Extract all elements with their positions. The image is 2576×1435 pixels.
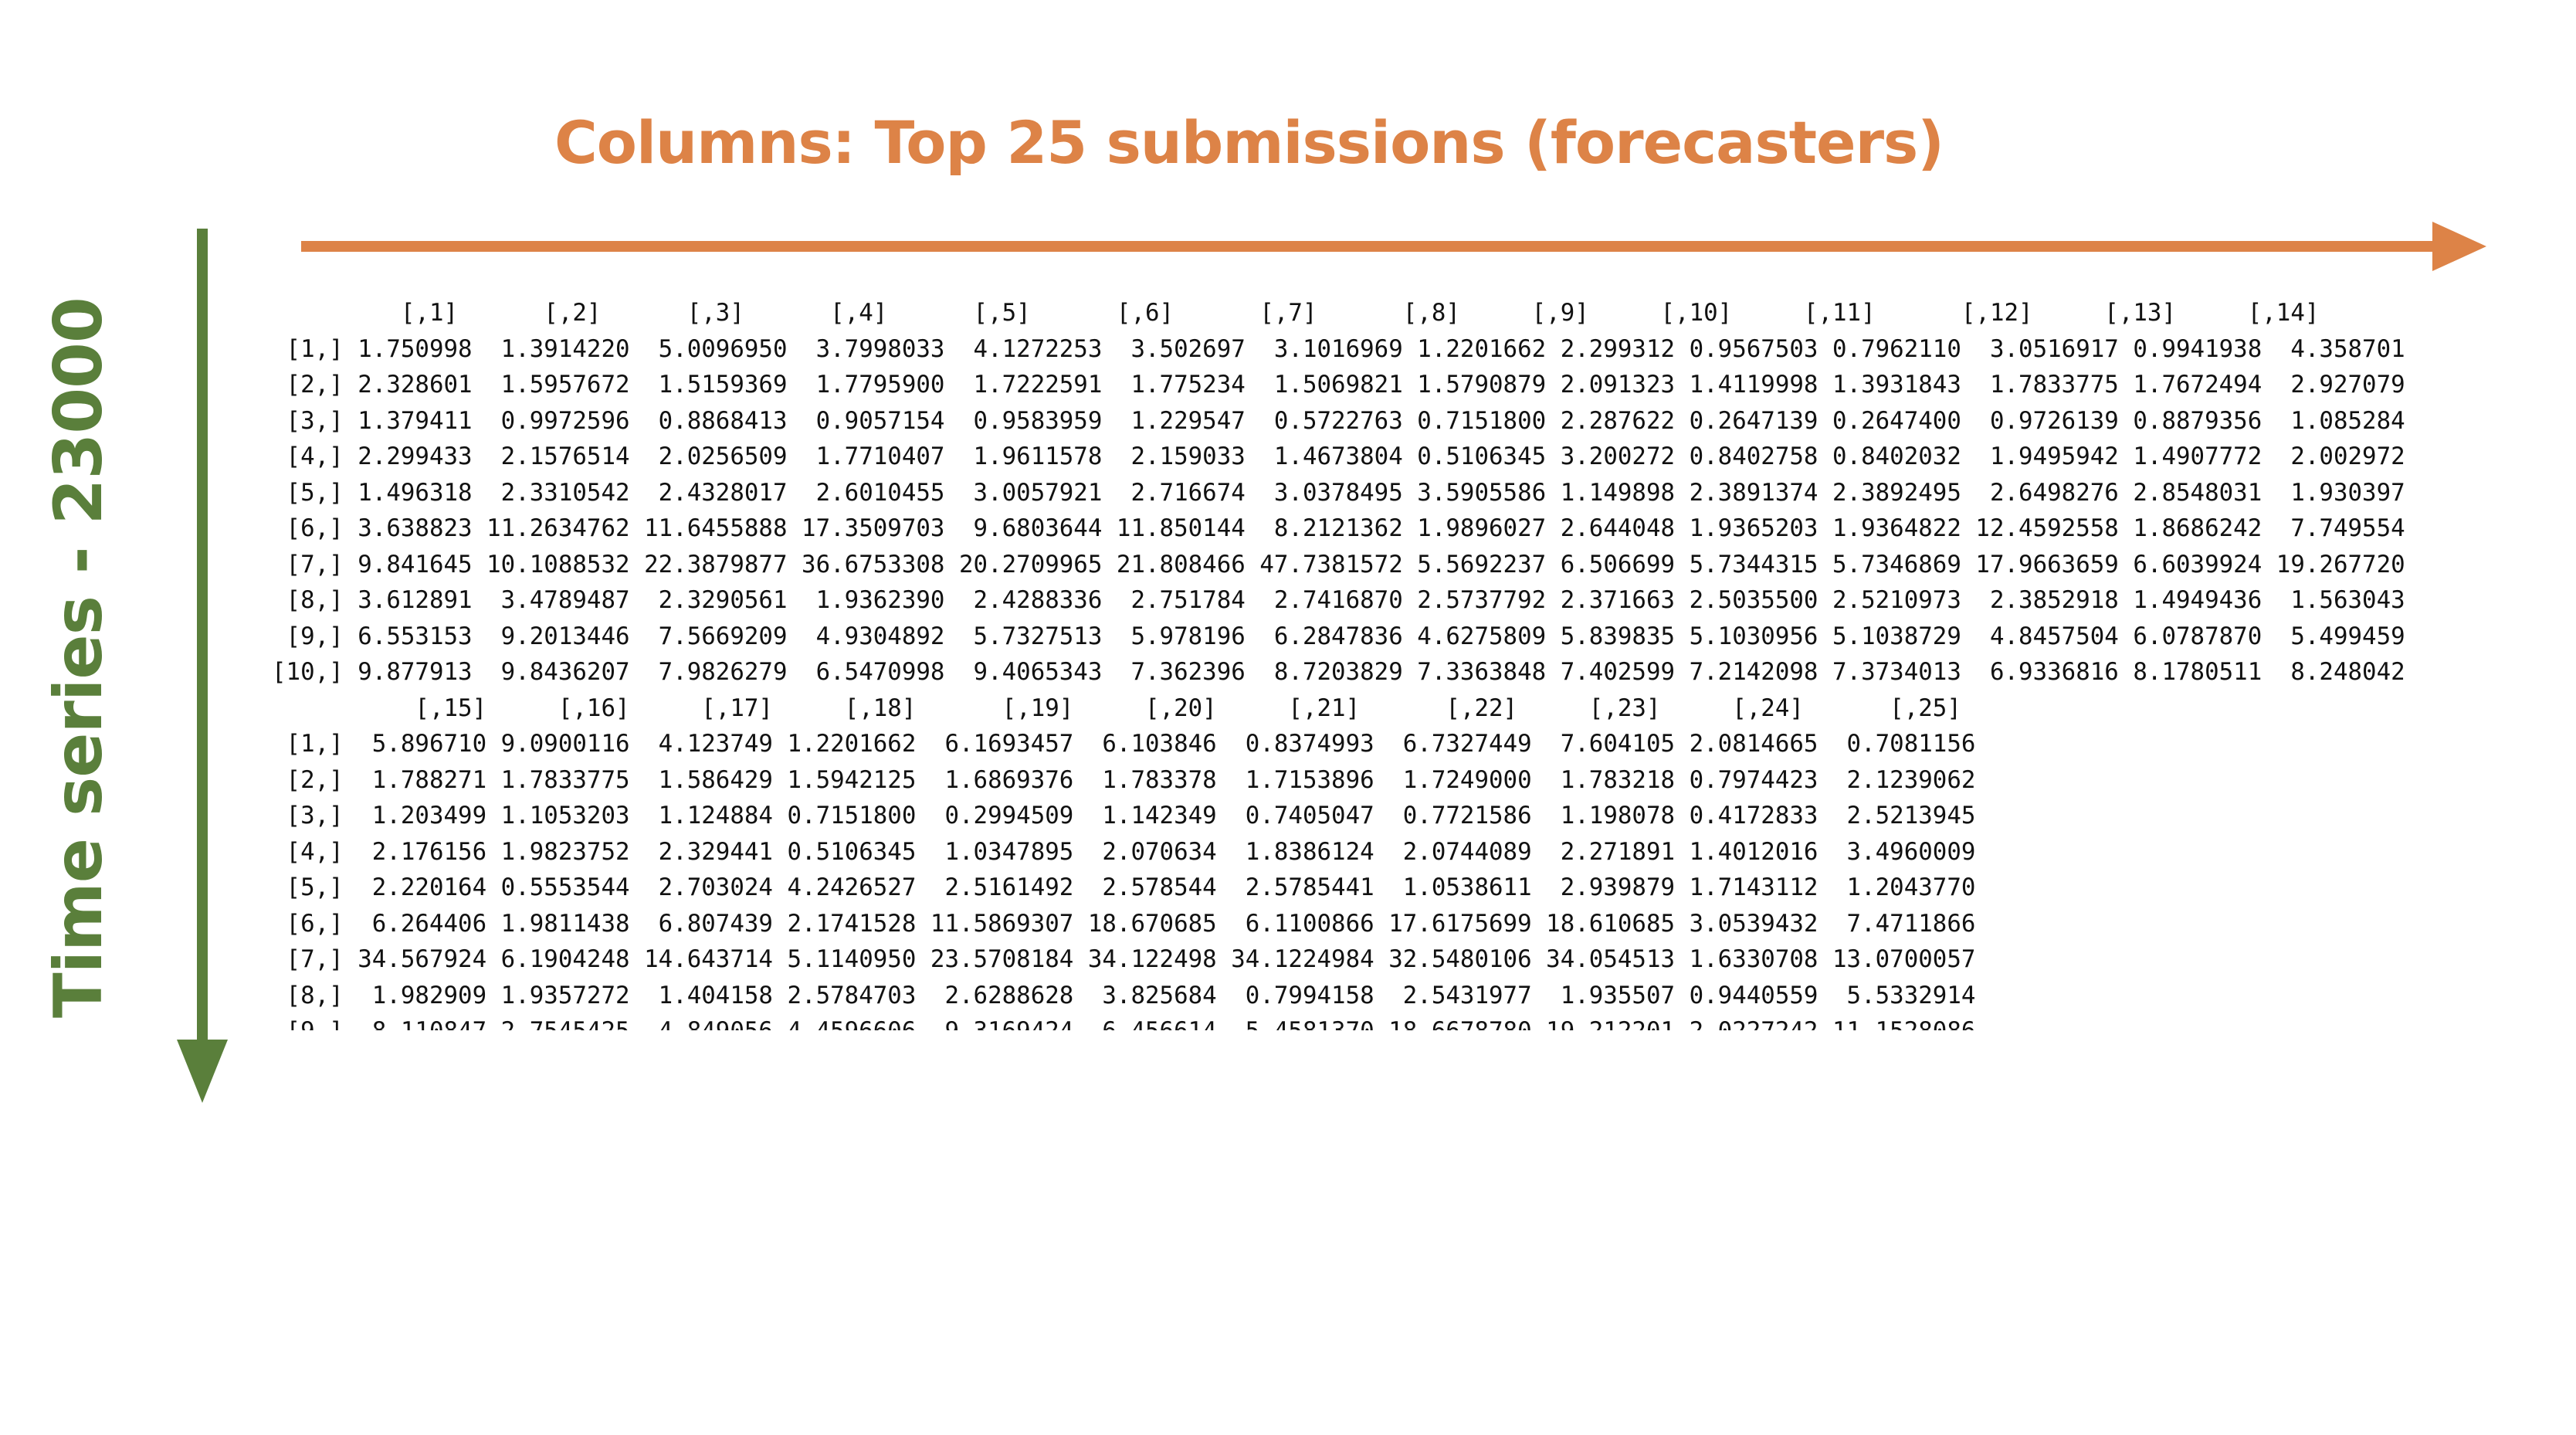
matrix-row-line: [2,] 1.788271 1.7833775 1.586429 1.59421… — [272, 765, 1976, 794]
columns-direction-arrow-icon — [301, 222, 2486, 271]
matrix-row-line: [6,] 3.638823 11.2634762 11.6455888 17.3… — [272, 514, 2405, 542]
matrix-row-line: [8,] 1.982909 1.9357272 1.404158 2.57847… — [272, 981, 1976, 1009]
matrix-row-line: [6,] 6.264406 1.9811438 6.807439 2.17415… — [272, 909, 1976, 938]
matrix-row-line: [7,] 9.841645 10.1088532 22.3879877 36.6… — [272, 550, 2405, 578]
matrix-row-line: [9,] 8.110847 2.7545425 4.849056 4.45966… — [272, 1013, 2511, 1030]
rows-title: Time series - 23000 — [40, 297, 117, 1018]
matrix-row-line: [3,] 1.203499 1.1053203 1.124884 0.71518… — [272, 802, 1976, 829]
matrix-row-line: [1,] 1.750998 1.3914220 5.0096950 3.7998… — [272, 334, 2405, 363]
matrix-row-line: [5,] 1.496318 2.3310542 2.4328017 2.6010… — [272, 478, 2405, 507]
matrix-row-line: [5,] 2.220164 0.5553544 2.703024 4.24265… — [272, 874, 1976, 901]
matrix-output-panel: [,1] [,2] [,3] [,4] [,5] [,6] [,7] [,8] … — [272, 295, 2511, 1030]
matrix-row-line: [8,] 3.612891 3.4789487 2.3290561 1.9362… — [272, 586, 2405, 614]
matrix-row-line: [1,] 5.896710 9.0900116 4.123749 1.22016… — [272, 730, 1976, 758]
matrix-row-line: [10,] 9.877913 9.8436207 7.9826279 6.547… — [272, 658, 2405, 686]
columns-title: Columns: Top 25 submissions (forecasters… — [554, 108, 1944, 177]
matrix-row-line: [7,] 34.567924 6.1904248 14.643714 5.114… — [272, 945, 1976, 973]
matrix-row-line: [4,] 2.176156 1.9823752 2.329441 0.51063… — [272, 837, 1976, 866]
matrix-output: [,1] [,2] [,3] [,4] [,5] [,6] [,7] [,8] … — [272, 295, 2511, 1030]
matrix-row-line: [9,] 6.553153 9.2013446 7.5669209 4.9304… — [272, 622, 2405, 650]
rows-direction-arrow-icon — [177, 229, 228, 1103]
matrix-row-line: [3,] 1.379411 0.9972596 0.8868413 0.9057… — [272, 406, 2405, 435]
matrix-row-line: [2,] 2.328601 1.5957672 1.5159369 1.7795… — [272, 371, 2405, 399]
matrix-header-line: [,1] [,2] [,3] [,4] [,5] [,6] [,7] [,8] … — [272, 299, 2320, 327]
matrix-row-line: [4,] 2.299433 2.1576514 2.0256509 1.7710… — [272, 443, 2405, 470]
matrix-header-line: [,15] [,16] [,17] [,18] [,19] [,20] [,21… — [272, 694, 1961, 722]
